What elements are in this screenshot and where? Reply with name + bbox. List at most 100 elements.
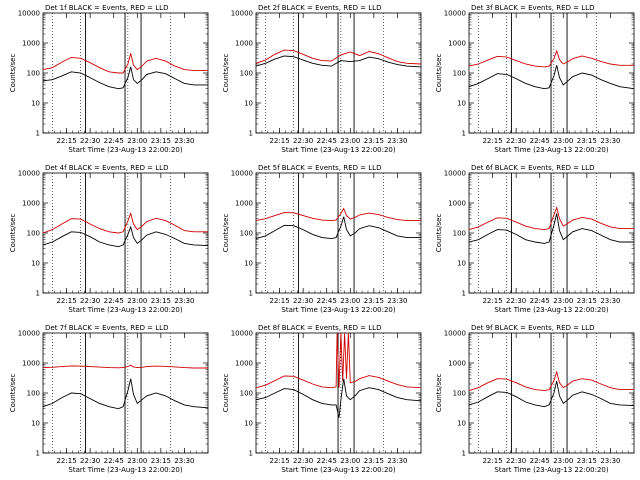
x-tick-label: 22:30 xyxy=(293,457,313,465)
x-tick-label: 23:30 xyxy=(174,297,194,305)
chart-panel-5: Det 5f BLACK = Events, RED = LLD 1 10 100 10… xyxy=(222,164,422,314)
y-tick-label: 1000 xyxy=(235,40,253,48)
x-tick-label: 22:45 xyxy=(104,137,124,145)
y-tick-label: 10 xyxy=(457,260,466,268)
x-tick-label: 22:15 xyxy=(56,297,76,305)
x-tick-label: 23:30 xyxy=(600,297,620,305)
x-tick-label: 23:00 xyxy=(340,137,360,145)
x-axis-label: Start Time (23-Aug-13 22:00:20) xyxy=(281,306,395,314)
chart-panel-2: Det 2f BLACK = Events, RED = LLD 1 10 100 10… xyxy=(222,4,422,154)
x-tick-label: 22:45 xyxy=(317,457,337,465)
x-tick-label: 23:15 xyxy=(577,457,597,465)
x-tick-label: 23:00 xyxy=(340,457,360,465)
x-axis-label: Start Time (23-Aug-13 22:00:20) xyxy=(281,146,395,154)
y-tick-label: 1000 xyxy=(448,200,466,208)
y-tick-label: 10000 xyxy=(444,170,466,178)
y-tick-label: 100 xyxy=(240,390,253,398)
chart-title: Det 8f BLACK = Events, RED = LLD xyxy=(258,324,381,332)
x-tick-label: 22:45 xyxy=(317,137,337,145)
x-tick-label: 22:15 xyxy=(482,137,502,145)
series-events-line xyxy=(255,216,421,240)
x-tick-label: 22:30 xyxy=(506,297,526,305)
y-tick-label: 1 xyxy=(36,130,40,138)
series-lld-line xyxy=(42,211,208,234)
x-tick-label: 23:00 xyxy=(553,137,573,145)
x-tick-label: 22:15 xyxy=(56,457,76,465)
x-tick-label: 23:00 xyxy=(553,457,573,465)
x-tick-label: 22:15 xyxy=(56,137,76,145)
plot-frame xyxy=(468,332,635,454)
y-tick-label: 100 xyxy=(453,70,466,78)
series-lld-line xyxy=(255,49,422,65)
y-axis-label: Counts/sec xyxy=(435,54,443,93)
series-lld-line xyxy=(255,332,422,389)
y-tick-label: 10000 xyxy=(18,10,40,18)
x-tick-label: 22:30 xyxy=(80,457,100,465)
y-tick-label: 10 xyxy=(457,420,466,428)
x-tick-label: 23:15 xyxy=(364,457,384,465)
chart-title: Det 6f BLACK = Events, RED = LLD xyxy=(471,164,594,172)
x-tick-label: 23:15 xyxy=(364,137,384,145)
x-tick-label: 23:15 xyxy=(151,137,171,145)
x-tick-label: 23:30 xyxy=(387,137,407,145)
series-events-line xyxy=(255,55,422,68)
x-tick-label: 23:30 xyxy=(387,297,407,305)
y-tick-label: 100 xyxy=(240,70,253,78)
x-tick-label: 22:30 xyxy=(80,137,100,145)
x-tick-label: 22:45 xyxy=(530,457,550,465)
y-tick-label: 10000 xyxy=(231,10,253,18)
series-events-line xyxy=(468,380,635,408)
x-tick-label: 23:15 xyxy=(151,297,171,305)
series-lld-line xyxy=(468,370,634,392)
chart-title: Det 5f BLACK = Events, RED = LLD xyxy=(258,164,381,172)
x-tick-label: 23:15 xyxy=(151,457,171,465)
y-tick-label: 100 xyxy=(27,70,40,78)
x-axis-label: Start Time (23-Aug-13 22:00:20) xyxy=(494,466,608,474)
x-tick-label: 22:30 xyxy=(80,297,100,305)
y-tick-label: 1 xyxy=(462,130,466,138)
x-tick-label: 22:30 xyxy=(506,457,526,465)
x-tick-label: 23:00 xyxy=(127,457,147,465)
chart-panel-7: Det 7f BLACK = Events, RED = LLD 1 10 100 10… xyxy=(9,324,209,474)
chart-title: Det 3f BLACK = Events, RED = LLD xyxy=(471,4,594,12)
y-tick-label: 1 xyxy=(249,290,253,298)
y-tick-label: 1000 xyxy=(235,200,253,208)
x-axis-label: Start Time (23-Aug-13 22:00:20) xyxy=(68,466,182,474)
plot-frame xyxy=(255,332,422,454)
x-tick-label: 22:45 xyxy=(530,297,550,305)
plot-frame xyxy=(42,332,209,454)
y-tick-label: 1 xyxy=(249,130,253,138)
y-tick-label: 10 xyxy=(244,420,253,428)
series-events-line xyxy=(468,213,634,244)
x-tick-label: 23:15 xyxy=(577,297,597,305)
series-lld-line xyxy=(468,49,634,68)
plot-frame xyxy=(468,12,635,134)
y-axis-label: Counts/sec xyxy=(435,374,443,413)
x-tick-label: 23:30 xyxy=(174,137,194,145)
series-lld-line xyxy=(42,53,208,74)
y-axis-label: Counts/sec xyxy=(222,374,230,413)
y-tick-label: 1000 xyxy=(22,360,40,368)
x-tick-label: 23:00 xyxy=(127,137,147,145)
y-axis-label: Counts/sec xyxy=(9,374,17,413)
y-tick-label: 1 xyxy=(36,450,40,458)
y-tick-label: 10000 xyxy=(444,330,466,338)
y-tick-label: 10 xyxy=(31,100,40,108)
x-tick-label: 23:30 xyxy=(600,137,620,145)
y-tick-label: 100 xyxy=(27,230,40,238)
plot-frame xyxy=(42,172,209,294)
x-tick-label: 23:30 xyxy=(174,457,194,465)
chart-panel-1: Det 1f BLACK = Events, RED = LLD 1 10 100 10… xyxy=(9,4,209,154)
y-tick-label: 1 xyxy=(249,450,253,458)
y-tick-label: 1 xyxy=(36,290,40,298)
y-axis-label: Counts/sec xyxy=(9,214,17,253)
y-axis-label: Counts/sec xyxy=(9,54,17,93)
y-tick-label: 1000 xyxy=(448,40,466,48)
y-tick-label: 100 xyxy=(453,230,466,238)
x-tick-label: 22:45 xyxy=(530,137,550,145)
chart-title: Det 2f BLACK = Events, RED = LLD xyxy=(258,4,381,12)
chart-title: Det 9f BLACK = Events, RED = LLD xyxy=(471,324,594,332)
series-events-line xyxy=(42,378,209,410)
y-tick-label: 10 xyxy=(244,100,253,108)
